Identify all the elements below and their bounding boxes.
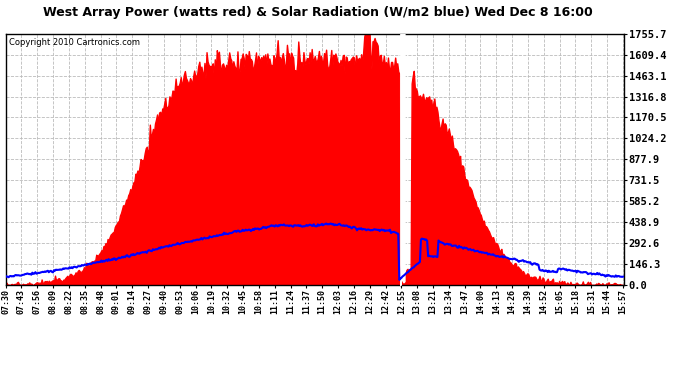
Text: Copyright 2010 Cartronics.com: Copyright 2010 Cartronics.com xyxy=(8,38,139,46)
Text: West Array Power (watts red) & Solar Radiation (W/m2 blue) Wed Dec 8 16:00: West Array Power (watts red) & Solar Rad… xyxy=(43,6,592,19)
